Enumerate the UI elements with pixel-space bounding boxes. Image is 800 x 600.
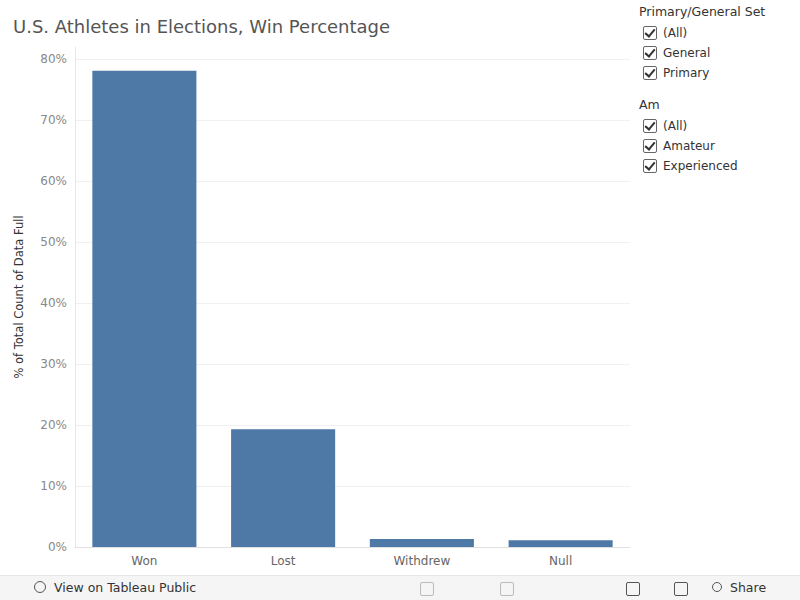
svg-text:Withdrew: Withdrew: [394, 554, 451, 568]
html-text:Share: Share: [730, 580, 767, 595]
svg-text:0%: 0%: [48, 540, 67, 554]
svg-text:20%: 20%: [40, 418, 67, 432]
svg-text:40%: 40%: [40, 296, 67, 310]
html-text:Primary/General Set: Primary/General Set: [639, 4, 766, 19]
svg-text:U.S. Athletes in Elections, Wi: U.S. Athletes in Elections, Win Percenta…: [13, 16, 390, 37]
svg-text:70%: 70%: [40, 113, 67, 127]
html-text:Primary: Primary: [663, 66, 710, 80]
html-text:Am: Am: [639, 97, 660, 112]
svg-text:Lost: Lost: [271, 554, 296, 568]
svg-text:80%: 80%: [40, 52, 67, 66]
html-text:Amateur: Amateur: [663, 139, 715, 153]
svg-text:Null: Null: [549, 554, 572, 568]
svg-text:% of Total Count of Data Full: % of Total Count of Data Full: [12, 215, 26, 378]
svg-text:30%: 30%: [40, 357, 67, 371]
html-text:Experienced: Experienced: [663, 159, 738, 173]
svg-text:Won: Won: [131, 554, 157, 568]
html-text:(All): (All): [663, 26, 688, 40]
svg-text:60%: 60%: [40, 174, 67, 188]
html-text:(All): (All): [663, 119, 688, 133]
svg-text:10%: 10%: [40, 479, 67, 493]
html-text:View on Tableau Public: View on Tableau Public: [54, 580, 197, 595]
svg-text:50%: 50%: [40, 235, 67, 249]
html-text:General: General: [663, 46, 711, 60]
